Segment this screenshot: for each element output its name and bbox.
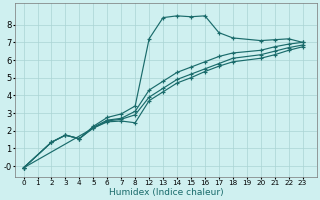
X-axis label: Humidex (Indice chaleur): Humidex (Indice chaleur)	[108, 188, 223, 197]
